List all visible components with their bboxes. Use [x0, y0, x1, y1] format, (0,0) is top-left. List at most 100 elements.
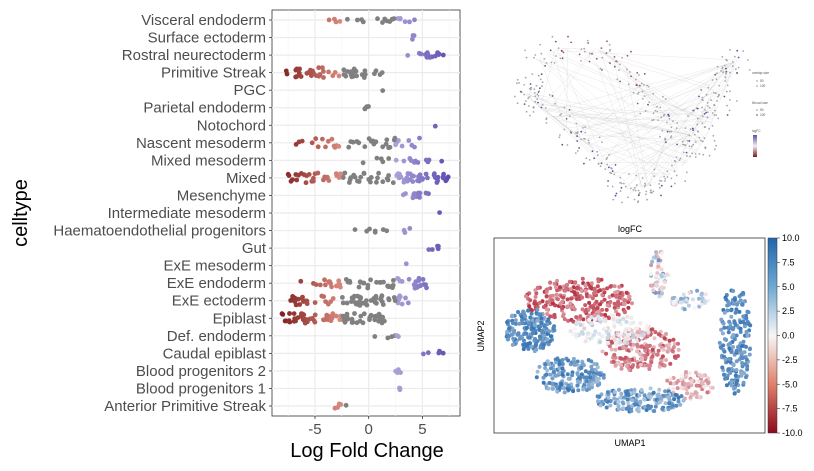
umap-point: [592, 286, 597, 291]
umap-point: [523, 321, 528, 326]
beeswarm-point: [315, 170, 321, 176]
umap-point: [729, 350, 734, 354]
network-edge: [647, 130, 671, 187]
umap-point: [517, 321, 522, 326]
beeswarm-point: [358, 174, 364, 180]
network-node: [706, 116, 709, 119]
umap-point: [560, 372, 565, 377]
beeswarm-point: [445, 174, 451, 180]
network-node: [713, 91, 715, 94]
network-node: [659, 186, 661, 189]
beeswarm-point: [397, 386, 403, 392]
umap-point: [625, 364, 630, 369]
umap-point: [679, 394, 684, 399]
beeswarm-point: [288, 178, 294, 184]
network-edge: [694, 89, 714, 130]
network-node: [558, 136, 561, 139]
beeswarm-point: [427, 55, 433, 60]
network-edge: [584, 125, 667, 140]
umap-point: [649, 327, 654, 332]
network-node: [703, 113, 706, 115]
umap-point: [651, 288, 656, 293]
umap-point: [595, 284, 600, 289]
umap-point: [510, 321, 515, 325]
umap-point: [664, 343, 669, 348]
umap-point: [601, 375, 606, 380]
network-edge: [631, 75, 696, 154]
network-node: [676, 122, 679, 124]
umap-point: [743, 362, 748, 367]
beeswarm-point: [311, 178, 316, 184]
network-node: [634, 189, 637, 192]
beeswarm-point: [389, 284, 394, 290]
beeswarm-point: [373, 295, 379, 301]
umap-point: [626, 305, 631, 310]
beeswarm-point: [380, 20, 385, 25]
network-node: [636, 93, 639, 95]
network-node: [682, 151, 685, 154]
network-edge: [529, 90, 668, 177]
network-node: [532, 106, 535, 109]
umap-point: [742, 324, 747, 329]
umap-point: [744, 375, 748, 380]
network-node: [582, 127, 584, 129]
umap-point: [611, 321, 616, 326]
network-edge: [539, 57, 566, 127]
network-node: [724, 64, 726, 67]
beeswarm-point: [372, 334, 378, 339]
umap-point: [634, 398, 638, 403]
network-edge: [562, 47, 576, 49]
umap-point: [747, 352, 752, 357]
beeswarm-point: [357, 279, 363, 285]
umap-point: [725, 308, 730, 313]
network-node: [684, 127, 687, 129]
umap-point: [591, 305, 596, 310]
network-node: [702, 99, 704, 102]
network-node: [664, 137, 666, 140]
beeswarm-point: [349, 316, 355, 322]
colorbar-tick-label: 0.0: [782, 331, 795, 341]
beeswarm-point: [338, 171, 343, 177]
beeswarm-point: [317, 72, 323, 77]
network-edge: [695, 146, 700, 153]
network-edge: [666, 114, 715, 126]
network-node: [627, 196, 629, 199]
umap-point: [581, 387, 586, 392]
umap-point: [572, 290, 577, 295]
umap-point: [728, 371, 733, 375]
network-edge: [596, 122, 699, 152]
network-edge: [552, 107, 718, 117]
umap-point: [612, 352, 617, 357]
umap-point: [625, 340, 630, 345]
umap-point: [534, 375, 539, 380]
beeswarm-y-tick-label: Rostral neurectoderm: [122, 47, 266, 64]
umap-point: [583, 339, 588, 344]
umap-point: [592, 333, 596, 337]
network-node: [616, 78, 619, 81]
network-edge: [547, 49, 595, 113]
umap-point: [653, 330, 658, 335]
umap-point: [650, 259, 655, 264]
beeswarm-point: [355, 178, 360, 184]
beeswarm-point: [353, 68, 359, 74]
umap-point: [659, 285, 664, 290]
umap-point: [665, 378, 670, 383]
network-node: [686, 155, 688, 157]
umap-point: [579, 330, 584, 335]
network-node: [659, 106, 662, 109]
umap-point: [721, 321, 726, 326]
umap-point: [744, 357, 749, 362]
umap-point: [625, 397, 630, 402]
network-node: [664, 177, 667, 180]
network-node: [694, 156, 697, 158]
beeswarm-point: [294, 74, 300, 79]
umap-point: [574, 333, 579, 337]
umap-point: [668, 361, 673, 366]
umap-point: [729, 380, 734, 384]
beeswarm-point: [340, 300, 346, 306]
network-node: [601, 56, 604, 59]
network-edge: [529, 98, 617, 177]
beeswarm-point: [322, 277, 327, 283]
legend-title-nhood: Nhood size: [752, 101, 768, 105]
umap-point: [589, 335, 594, 340]
